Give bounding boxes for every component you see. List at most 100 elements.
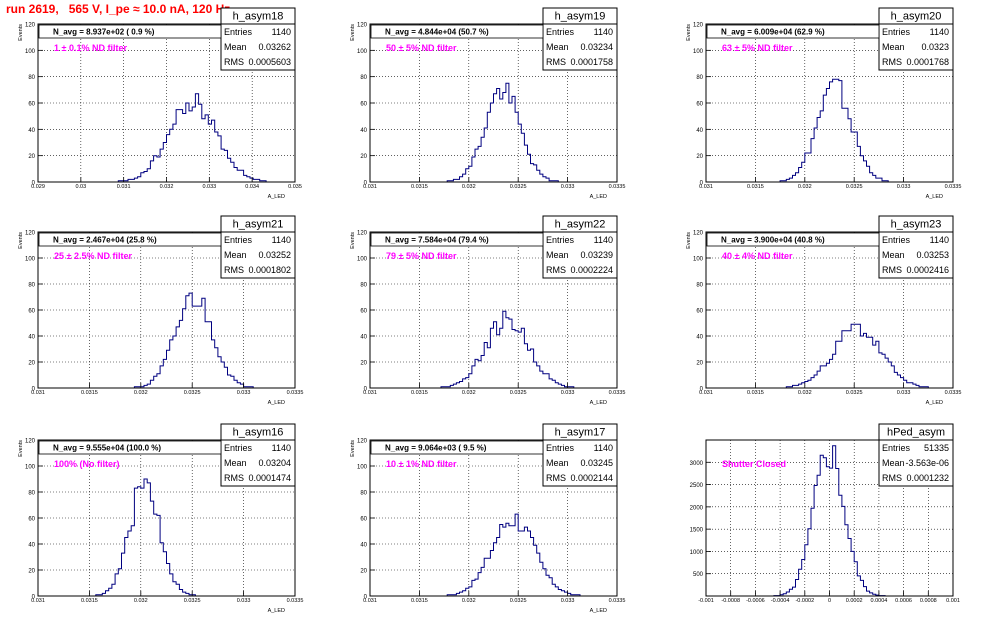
stats-value: 1140	[594, 27, 613, 37]
x-tick-label: 0.0325	[846, 184, 863, 190]
x-tick-label: 0.0335	[287, 598, 304, 604]
y-tick-label: 120	[25, 23, 36, 29]
y-tick-label: 1000	[690, 550, 704, 556]
x-tick-label: 0.0325	[510, 598, 527, 604]
x-tick-label: 0.031	[31, 390, 45, 396]
x-tick-label: 0.001	[946, 598, 960, 604]
histogram-panel-h_asym18: 0 20 40 60 80 100 120 0.029 0.03 0.031 0.032 0.033 0…	[18, 7, 302, 200]
stats-value: 0.0001802	[248, 265, 291, 275]
x-tick-label: 0.0315	[81, 598, 98, 604]
x-tick-label: 0.0325	[846, 390, 863, 396]
navg-label: N_avg = 7.584e+04 (79.4 %)	[385, 236, 489, 245]
y-tick-label: 60	[28, 517, 35, 523]
histogram-series	[370, 513, 617, 597]
navg-box	[706, 24, 880, 39]
filter-label: 100% (No filter)	[54, 459, 120, 469]
x-tick-label: 0.031	[363, 390, 377, 396]
navg-label: N_avg = 8.937e+02 ( 0.9 %)	[53, 28, 155, 37]
stats-value: 1140	[930, 235, 949, 245]
x-tick-label: 0.033	[202, 184, 216, 190]
navg-box	[370, 440, 544, 455]
x-tick-label: 0.032	[462, 184, 476, 190]
y-tick-label: 20	[28, 361, 35, 367]
stats-key: Entries	[224, 235, 253, 245]
x-tick-label: 0.032	[462, 598, 476, 604]
x-tick-label: 0.031	[117, 184, 131, 190]
histogram-series	[370, 82, 617, 183]
stats-value: 0.0001758	[570, 57, 613, 67]
x-axis-title: A_LED	[590, 608, 607, 614]
y-tick-label: 0	[364, 181, 368, 187]
stats-key: Entries	[546, 443, 575, 453]
stats-key: Mean	[882, 250, 905, 260]
stats-key: RMS	[224, 265, 244, 275]
stats-key: RMS	[882, 265, 902, 275]
navg-box	[38, 232, 222, 247]
y-tick-label: 40	[28, 335, 35, 341]
x-tick-label: -0.0004	[771, 598, 790, 604]
y-tick-label: 60	[28, 309, 35, 315]
histogram-panel-h_asym16: 0 20 40 60 80 100 120 0.031 0.0315 0.032 0.0325 0.0…	[18, 423, 304, 614]
filter-label: Shutter Closed	[722, 459, 786, 469]
x-tick-label: 0.0315	[747, 184, 764, 190]
histogram-series	[370, 310, 617, 389]
stats-value: 0.0001232	[906, 473, 949, 483]
navg-box	[38, 24, 222, 39]
navg-label: N_avg = 3.900e+04 (40.8 %)	[721, 236, 825, 245]
y-tick-label: 60	[696, 102, 703, 108]
navg-box	[706, 232, 880, 247]
x-tick-label: 0.0335	[287, 390, 304, 396]
stats-key: Entries	[546, 235, 575, 245]
stats-value: 0.0002144	[570, 473, 613, 483]
x-axis-title: A_LED	[926, 194, 943, 200]
y-tick-label: 0	[32, 387, 36, 393]
navg-label: N_avg = 9.064e+03 ( 9.5 %)	[385, 444, 487, 453]
stats-key: Mean	[546, 42, 569, 52]
filter-label: 63 ± 5% ND filter	[722, 43, 793, 53]
x-tick-label: 0.033	[561, 598, 575, 604]
y-tick-label: 40	[28, 128, 35, 134]
y-tick-label: 120	[357, 23, 368, 29]
x-axis-title: A_LED	[926, 400, 943, 406]
stats-box	[878, 231, 954, 279]
x-tick-label: 0.0335	[945, 184, 962, 190]
x-tick-label: 0.03	[75, 184, 86, 190]
x-tick-label: -0.0008	[721, 598, 740, 604]
x-tick-label: 0.031	[699, 390, 713, 396]
x-axis-title: A_LED	[590, 194, 607, 200]
y-axis-title: Events	[18, 24, 24, 41]
y-tick-label: 80	[696, 283, 703, 289]
navg-label: N_avg = 2.467e+04 (25.8 %)	[53, 236, 157, 245]
histogram-series	[38, 292, 295, 389]
y-tick-label: 100	[693, 49, 704, 55]
stats-box	[220, 23, 296, 71]
y-axis-title: Events	[686, 24, 692, 41]
x-tick-label: 0.033	[237, 598, 251, 604]
y-tick-label: 100	[25, 49, 36, 55]
x-tick-label: 0.0335	[609, 598, 626, 604]
stats-key: Entries	[882, 443, 911, 453]
navg-box	[38, 440, 222, 455]
x-tick-label: 0.032	[134, 390, 148, 396]
x-tick-label: -0.0002	[795, 598, 814, 604]
y-tick-label: 40	[360, 543, 367, 549]
y-tick-label: 20	[28, 569, 35, 575]
stats-key: Mean	[546, 458, 569, 468]
y-tick-label: 60	[696, 309, 703, 315]
stats-value: 1140	[930, 27, 949, 37]
y-tick-label: 100	[357, 49, 368, 55]
stats-key: Mean	[546, 250, 569, 260]
stats-value: 0.0005603	[248, 57, 291, 67]
y-tick-label: 0	[32, 595, 36, 601]
y-tick-label: 100	[357, 465, 368, 471]
stats-value: 0.0323	[921, 42, 949, 52]
stats-value: 1140	[272, 27, 291, 37]
histogram-panel-h_asym20: 0 20 40 60 80 100 120 0.031 0.0315 0.032 0.0325 0.0…	[686, 7, 962, 200]
stats-key: Entries	[224, 27, 253, 37]
x-tick-label: 0.029	[31, 184, 45, 190]
histogram-name: h_asym20	[891, 11, 942, 23]
histogram-series	[706, 323, 953, 389]
x-tick-label: 0.033	[237, 390, 251, 396]
stats-key: RMS	[224, 473, 244, 483]
x-tick-label: 0.031	[363, 184, 377, 190]
